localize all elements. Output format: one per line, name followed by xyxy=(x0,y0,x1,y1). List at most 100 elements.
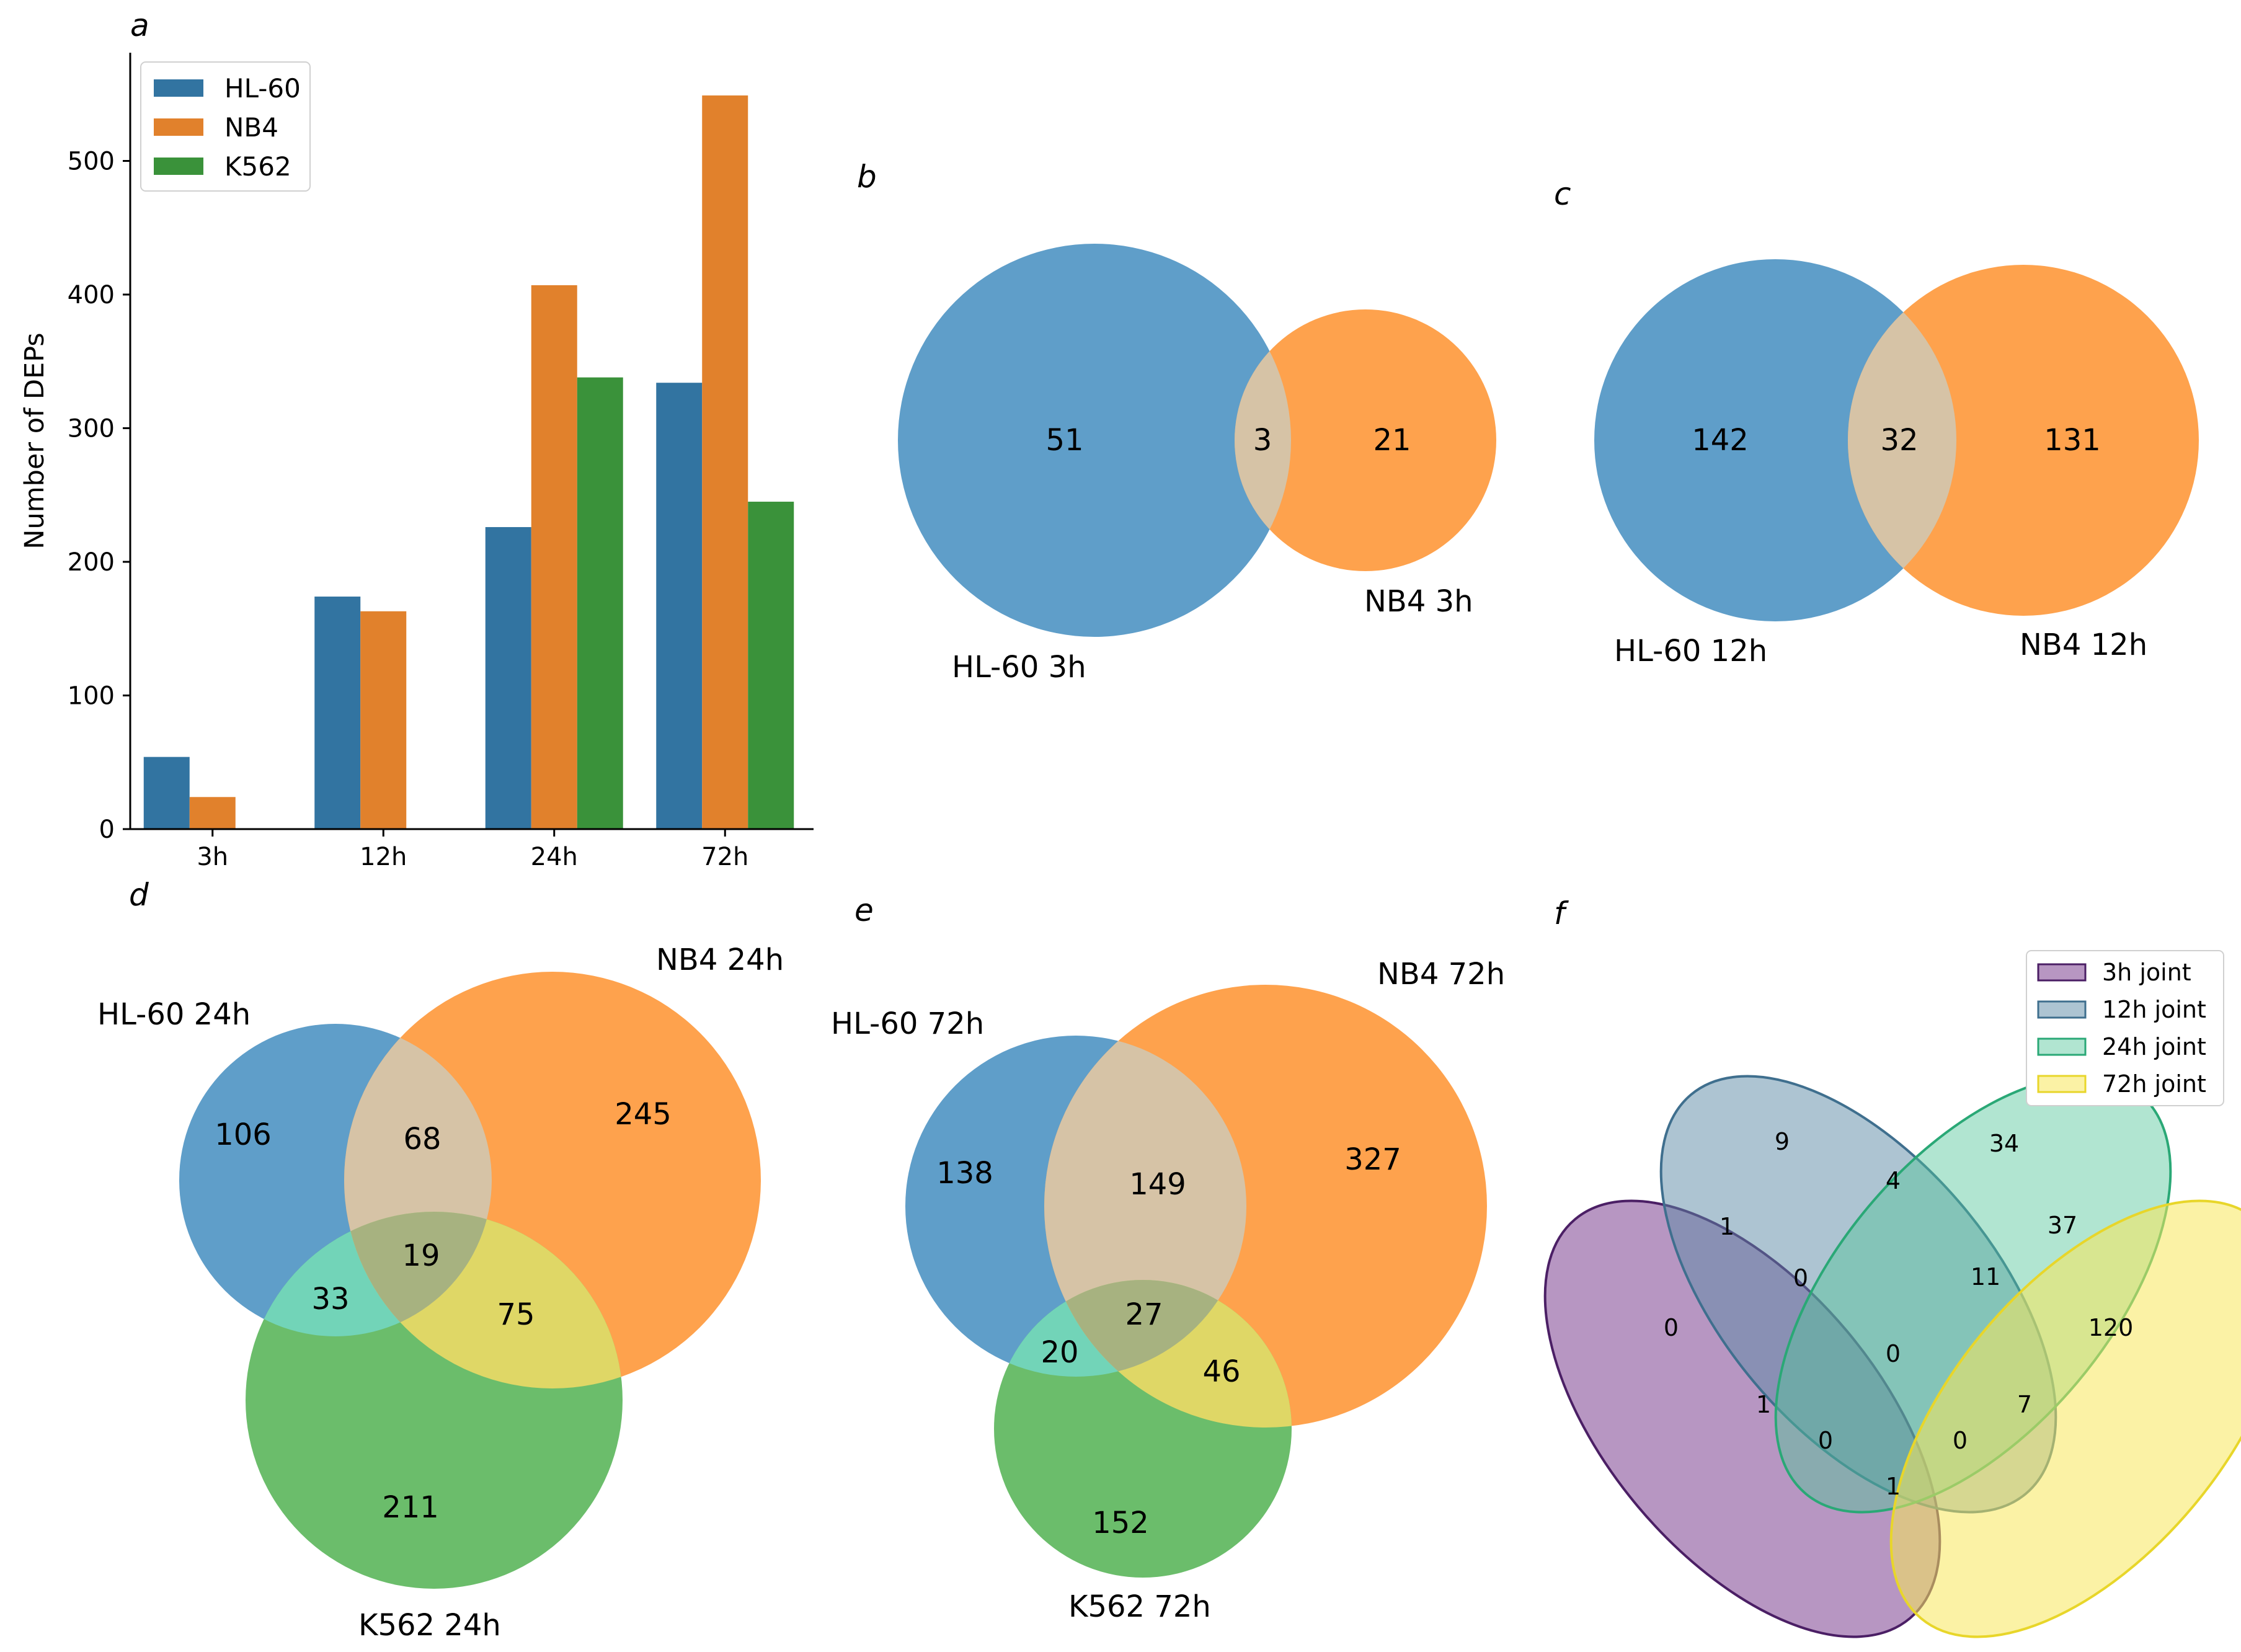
venn-e-bc: 46 xyxy=(1202,1354,1240,1389)
legend-swatch-hl60 xyxy=(154,79,203,97)
venn-f-region-3h-72h: 1 xyxy=(1886,1473,1901,1500)
venn-b-overlap-count: 3 xyxy=(1253,423,1272,458)
panel-c: c 142 32 131 HL-60 12h NB4 12h xyxy=(1554,176,2199,668)
venn-b-label-nb4: NB4 3h xyxy=(1364,584,1473,619)
venn-d-only-hl60: 106 xyxy=(215,1117,272,1152)
venn-b-set-hl60 xyxy=(898,244,1291,637)
venn-f-region-3h-12h: 1 xyxy=(1720,1213,1734,1240)
venn-f-region-12h-only: 9 xyxy=(1775,1128,1790,1155)
venn-f-region-24h-72h: 37 xyxy=(2048,1212,2077,1239)
bar-nb4-24h xyxy=(531,285,577,829)
legend: HL-60 NB4 K562 xyxy=(140,61,311,192)
bar-k562-24h xyxy=(577,377,623,829)
legend-label-nb4: NB4 xyxy=(224,112,278,143)
venn-b-set-nb4 xyxy=(1235,309,1496,571)
venn-e-label-nb4: NB4 72h xyxy=(1377,957,1505,992)
y-axis-title: Number of DEPs xyxy=(19,332,50,549)
venn-f-legend-label-72h: 72h joint xyxy=(2102,1070,2206,1098)
venn-f-region-12h-24h: 4 xyxy=(1886,1167,1901,1194)
venn-c-only-hl60: 142 xyxy=(1692,423,1749,458)
y-tick-label: 0 xyxy=(99,815,115,844)
panel-d: d 106 245 211 68 33 75 19 HL-60 24h NB4 … xyxy=(97,877,784,1643)
venn-f-region-24h-only: 34 xyxy=(1989,1130,2019,1157)
legend-label-hl60: HL-60 xyxy=(224,73,301,104)
bar-hl60-24h xyxy=(485,526,531,829)
panel-letter-a: a xyxy=(130,7,149,43)
x-tick-label: 72h xyxy=(701,843,748,871)
x-tick-label: 12h xyxy=(360,843,407,871)
y-tick-label: 400 xyxy=(68,281,115,309)
venn-f-legend-label-12h: 12h joint xyxy=(2102,996,2206,1023)
venn-d-bc: 75 xyxy=(497,1297,535,1332)
venn-f-legend-label-24h: 24h joint xyxy=(2102,1033,2206,1060)
venn-f-region-3h-12h-24h: 0 xyxy=(1793,1264,1808,1292)
venn-b-only-nb4: 21 xyxy=(1373,423,1411,458)
venn-f-region-3h-12h-72h: 0 xyxy=(1953,1427,1968,1454)
y-tick-label: 200 xyxy=(68,548,115,577)
panel-letter-d: d xyxy=(129,877,149,913)
venn-c-only-nb4: 131 xyxy=(2044,423,2101,458)
venn-f-region-12h-72h: 7 xyxy=(2017,1391,2032,1418)
bar-marks xyxy=(143,95,794,829)
venn-e-ab: 149 xyxy=(1129,1167,1186,1202)
legend-label-k562: K562 xyxy=(224,151,291,182)
venn-f-legend-label-3h: 3h joint xyxy=(2102,959,2191,986)
venn-f-region-all: 0 xyxy=(1886,1340,1901,1367)
venn-f-legend-box xyxy=(2026,950,2224,1106)
venn-f-region-3h-24h-72h: 0 xyxy=(1818,1427,1833,1454)
venn-c-set-hl60 xyxy=(1594,259,1956,621)
venn-f-legend: 3h joint 12h joint 24h joint 72h joint xyxy=(2026,950,2224,1106)
bar-hl60-72h xyxy=(656,383,703,829)
venn-f-legend-swatch-72h xyxy=(2037,1075,2087,1093)
venn-f-set-72h xyxy=(1889,1199,2241,1638)
x-tick-label: 24h xyxy=(531,843,578,871)
panel-e: e 138 327 152 149 20 46 27 HL-60 72h NB4… xyxy=(831,892,1505,1624)
panel-b: b 51 3 21 HL-60 3h NB4 3h xyxy=(857,159,1496,685)
bar-hl60-12h xyxy=(314,597,361,829)
venn-b-label-hl60: HL-60 3h xyxy=(952,650,1086,685)
venn-e-only-k562: 152 xyxy=(1092,1506,1149,1540)
venn-c-set-nb4 xyxy=(1848,265,2199,616)
bar-hl60-3h xyxy=(143,757,190,829)
venn-d-ac: 33 xyxy=(311,1282,349,1317)
panel-letter-f: f xyxy=(1554,895,1569,931)
legend-swatch-k562 xyxy=(154,158,203,175)
y-tick-label: 300 xyxy=(68,415,115,443)
venn-d-overlap-bc xyxy=(344,1212,623,1388)
venn-c-overlap-count: 32 xyxy=(1880,423,1918,458)
venn-f-region-3h-only: 0 xyxy=(1664,1314,1679,1341)
venn-f-legend-swatch-3h xyxy=(2037,963,2087,982)
venn-e-only-nb4: 327 xyxy=(1344,1142,1401,1177)
venn-d-only-nb4: 245 xyxy=(615,1097,672,1132)
panel-letter-c: c xyxy=(1554,176,1571,212)
venn-d-abc: 19 xyxy=(402,1238,440,1273)
panel-letter-b: b xyxy=(857,159,877,195)
bar-nb4-3h xyxy=(189,797,236,829)
venn-e-label-k562: K562 72h xyxy=(1068,1589,1211,1624)
venn-f-region-3h-24h: 1 xyxy=(1756,1391,1771,1418)
venn-d-label-k562: K562 24h xyxy=(358,1608,501,1643)
x-ticks: 3h 12h 24h 72h xyxy=(197,829,748,871)
venn-b-only-hl60: 51 xyxy=(1045,423,1083,458)
bar-nb4-12h xyxy=(360,611,407,829)
venn-c-label-nb4: NB4 12h xyxy=(2020,628,2147,662)
venn-f-region-12h-24h-72h: 11 xyxy=(1971,1263,2000,1290)
venn-e-ac: 20 xyxy=(1041,1335,1078,1370)
venn-f-region-72h-only: 120 xyxy=(2088,1314,2134,1341)
y-ticks: 0 100 200 300 400 500 xyxy=(68,148,130,844)
bar-k562-72h xyxy=(748,502,794,829)
venn-d-ab: 68 xyxy=(403,1122,441,1157)
panel-letter-e: e xyxy=(854,892,874,928)
venn-d-label-hl60: HL-60 24h xyxy=(97,997,251,1032)
venn-d-only-k562: 211 xyxy=(382,1490,439,1525)
y-tick-label: 100 xyxy=(68,682,115,711)
venn-f-legend-swatch-12h xyxy=(2037,1000,2087,1019)
panel-a: a 0 100 200 300 400 500 3h 12h 24h 72h Number of… xyxy=(19,7,814,871)
venn-d-label-nb4: NB4 24h xyxy=(656,943,784,977)
venn-c-label-hl60: HL-60 12h xyxy=(1614,634,1767,668)
x-tick-label: 3h xyxy=(197,843,228,871)
y-tick-label: 500 xyxy=(68,148,115,176)
venn-e-abc: 27 xyxy=(1125,1297,1163,1332)
bar-nb4-72h xyxy=(702,95,748,829)
